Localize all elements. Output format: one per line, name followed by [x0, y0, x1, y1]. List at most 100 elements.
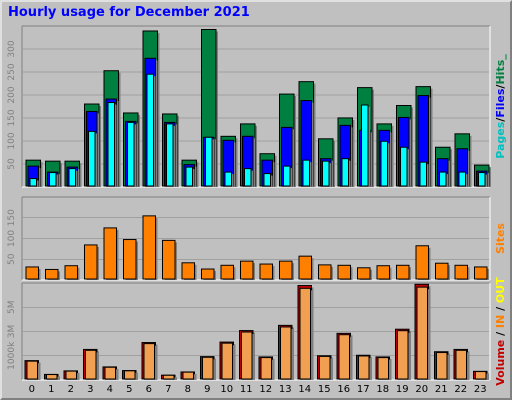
hour-label: 18: [376, 384, 389, 395]
pages-bar: [419, 161, 427, 187]
volume-in-bar: [163, 374, 175, 380]
volume-in-bar: [221, 342, 233, 380]
legend-sites: Sites: [494, 223, 507, 254]
hour-label: 3: [87, 384, 93, 395]
hour-label: 9: [204, 384, 210, 395]
legend-volume-in-out-part: /: [494, 303, 507, 315]
pages-bar: [68, 168, 76, 187]
volume-panel-tick-label: 1000k: [7, 341, 17, 370]
hits-panel-tick-label: 200: [7, 86, 17, 103]
pages-bar: [49, 172, 57, 187]
sites-bar: [318, 264, 332, 280]
hour-label: 10: [220, 384, 233, 395]
hour-label: 11: [240, 384, 253, 395]
legend-pages-files-hits-part: /: [494, 117, 507, 122]
chart-title: Hourly usage for December 2021: [8, 5, 250, 20]
legend-pages-files-hits-part: /: [494, 84, 507, 89]
hits-panel-tick-label: 300: [7, 40, 17, 57]
volume-panel-tick-label: 3M: [7, 325, 17, 339]
legend-sites-part: Sites: [494, 223, 507, 254]
sites-bar: [279, 260, 293, 280]
hour-label: 0: [29, 384, 35, 395]
hour-label: 6: [146, 384, 152, 395]
legend-volume-in-out-part: /: [494, 328, 507, 340]
volume-in-bar: [46, 374, 58, 380]
sites-bar: [240, 260, 254, 280]
sites-panel-tick-label: 150: [7, 209, 17, 226]
hits-panel-tick-label: 150: [7, 109, 17, 126]
pages-bar: [244, 168, 252, 187]
legend-pages-files-hits-part: Hits_: [494, 54, 507, 85]
pages-bar: [205, 136, 213, 187]
hour-label: 2: [68, 384, 74, 395]
pages-bar: [361, 104, 369, 187]
legend-volume-in-out: Volume / IN / OUT: [494, 277, 507, 386]
hits-panel-tick-label: 250: [7, 63, 17, 80]
volume-in-bar: [104, 366, 116, 380]
pages-bar: [263, 173, 271, 187]
volume-in-bar: [377, 357, 389, 380]
sites-bar: [123, 239, 137, 280]
sites-bar: [396, 264, 410, 280]
volume-in-bar: [280, 326, 292, 380]
hour-label: 15: [318, 384, 331, 395]
hour-label: 12: [259, 384, 272, 395]
hour-label: 4: [107, 384, 113, 395]
hour-label: 5: [126, 384, 132, 395]
volume-in-bar: [182, 371, 194, 380]
volume-in-bar: [475, 371, 487, 380]
hour-label: 17: [357, 384, 370, 395]
volume-in-bar: [241, 331, 253, 380]
sites-bar: [162, 239, 176, 280]
volume-in-bar: [26, 360, 38, 380]
legend-pages-files-hits-part: Pages: [494, 121, 507, 159]
hour-label: 21: [435, 384, 448, 395]
sites-bar: [376, 265, 390, 280]
pages-bar: [439, 171, 447, 187]
pages-bar: [400, 146, 408, 187]
hour-label: 14: [298, 384, 311, 395]
sites-bar: [64, 265, 78, 280]
hits-panel-tick-label: 100: [7, 132, 17, 149]
pages-bar: [166, 123, 174, 187]
sites-bar: [84, 244, 98, 280]
sites-bar: [435, 262, 449, 280]
pages-bar: [88, 130, 96, 187]
pages-bar: [341, 158, 349, 187]
sites-bar: [201, 268, 215, 280]
volume-in-bar: [397, 330, 409, 380]
sites-panel-tick-label: 100: [7, 230, 17, 247]
hour-label: 22: [454, 384, 467, 395]
sites-bar: [474, 266, 488, 280]
pages-bar: [458, 171, 466, 187]
hour-label: 20: [415, 384, 428, 395]
pages-bar: [302, 159, 310, 187]
sites-bar: [337, 264, 351, 280]
volume-panel-tick-label: 5M: [7, 301, 17, 315]
hour-label: 7: [165, 384, 171, 395]
hits-panel-tick-label: 50: [7, 158, 17, 170]
hour-label: 23: [474, 384, 487, 395]
volume-in-bar: [319, 355, 331, 380]
pages-bar: [380, 140, 388, 187]
volume-in-bar: [358, 355, 370, 380]
legend-pages-files-hits: Pages/Files/Hits_: [494, 54, 507, 159]
sites-bar: [415, 245, 429, 280]
sites-bar: [142, 215, 156, 280]
sites-bar: [25, 266, 39, 280]
sites-bar: [454, 264, 468, 280]
hour-label: 16: [337, 384, 350, 395]
pages-bar: [224, 171, 232, 187]
pages-bar: [107, 102, 115, 187]
volume-in-bar: [65, 370, 77, 380]
sites-bar: [103, 227, 117, 280]
hour-label: 19: [396, 384, 409, 395]
sites-bar: [45, 268, 59, 280]
volume-in-bar: [260, 357, 272, 380]
volume-in-bar: [416, 286, 428, 380]
pages-bar: [29, 178, 37, 187]
hour-label: 1: [48, 384, 54, 395]
volume-in-bar: [124, 370, 136, 380]
pages-bar: [185, 166, 193, 187]
